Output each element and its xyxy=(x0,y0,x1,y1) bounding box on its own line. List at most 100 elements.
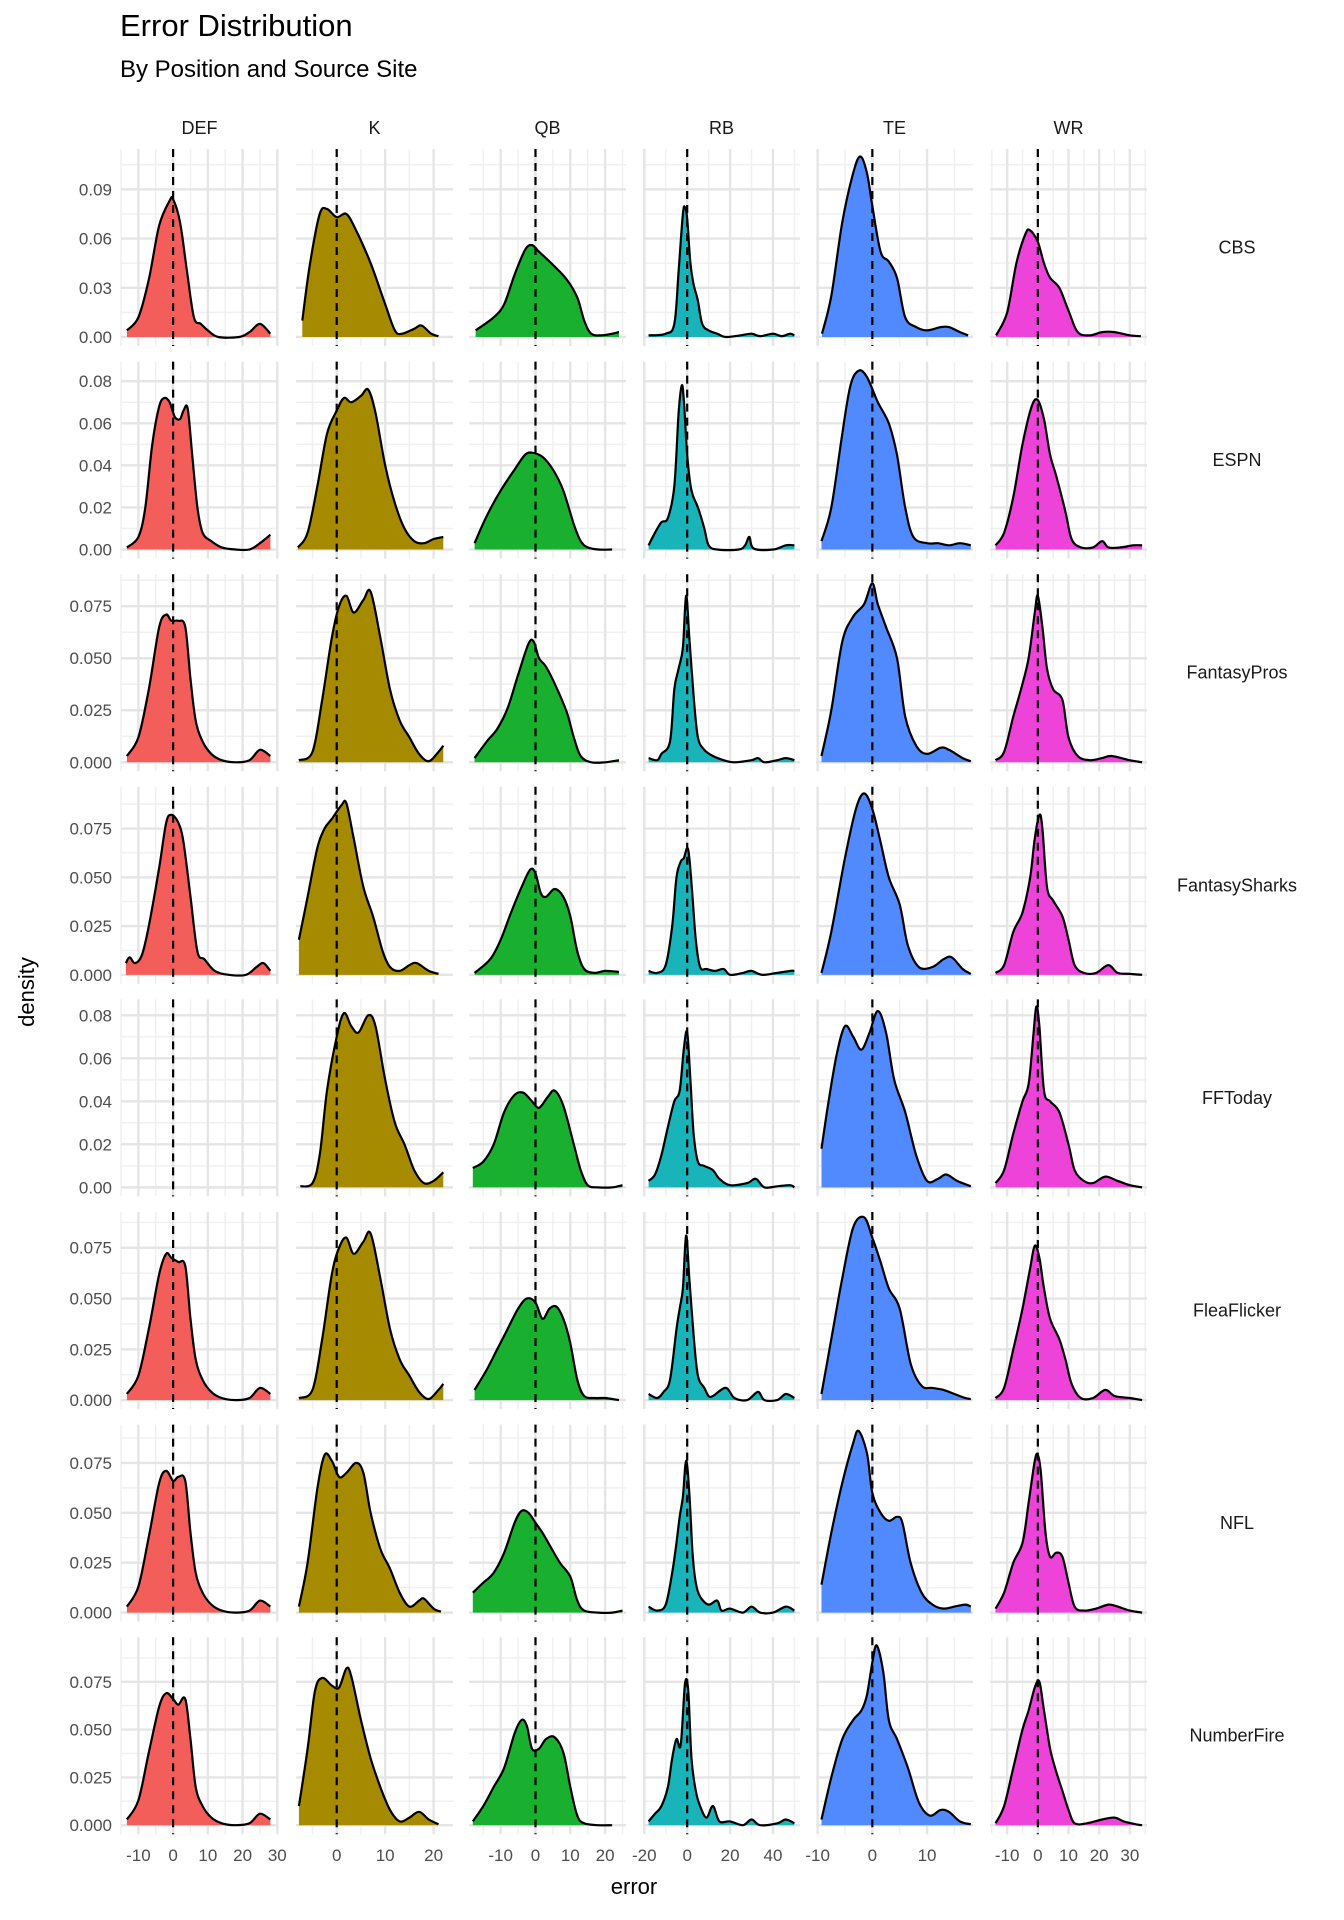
density-area xyxy=(648,1678,795,1826)
chart-title: Error Distribution xyxy=(120,8,353,43)
panel-nfl-k xyxy=(296,1424,453,1622)
density-line xyxy=(648,594,795,764)
density-line xyxy=(473,1297,620,1402)
y-tick-label: 0.02 xyxy=(79,1135,112,1154)
y-tick-label: 0.025 xyxy=(69,1768,112,1787)
density-area xyxy=(648,1460,795,1614)
density-line xyxy=(820,792,972,975)
panel-cbs-qb xyxy=(469,149,626,346)
density-line xyxy=(125,1469,272,1614)
panel-espn-wr xyxy=(990,361,1147,559)
panel-fantasypros-te xyxy=(816,574,973,772)
density-area xyxy=(995,1453,1143,1613)
y-tick-label: 0.075 xyxy=(69,597,112,616)
panel-numberfire-qb xyxy=(469,1637,626,1835)
density-line xyxy=(297,1666,439,1826)
density-area xyxy=(995,399,1143,550)
density-line xyxy=(994,594,1143,764)
facet-label-fantasysharks: FantasySharks xyxy=(1177,875,1297,895)
panel-fantasysharks-wr xyxy=(990,786,1147,984)
panel-fleaflicker-def xyxy=(120,1212,279,1409)
x-tick-label: 30 xyxy=(1120,1846,1139,1865)
density-area xyxy=(298,1453,441,1613)
facet-label-def: DEF xyxy=(182,118,218,138)
density-area xyxy=(475,245,619,337)
density-area xyxy=(472,1090,623,1188)
y-tick-label: 0.050 xyxy=(69,868,112,887)
density-area xyxy=(995,814,1143,975)
density-area xyxy=(821,1430,971,1613)
y-tick-label: 0.06 xyxy=(79,230,112,249)
panel-cbs-k xyxy=(296,149,453,346)
panel-numberfire-rb xyxy=(643,1637,800,1835)
facet-label-wr: WR xyxy=(1054,118,1084,138)
panel-cbs-te xyxy=(816,149,973,346)
density-line xyxy=(301,206,439,338)
density-area xyxy=(822,156,969,337)
y-tick-label: 0.04 xyxy=(79,1092,112,1111)
x-tick-label: -20 xyxy=(632,1846,657,1865)
panel-cbs-rb xyxy=(643,149,800,346)
y-tick-label: 0.09 xyxy=(79,180,112,199)
facet-label-nfl: NFL xyxy=(1220,1513,1254,1533)
y-tick-label: 0.050 xyxy=(69,1504,112,1523)
facet-label-espn: ESPN xyxy=(1212,450,1261,470)
y-tick-label: 0.025 xyxy=(69,1554,112,1573)
density-area xyxy=(821,370,971,550)
density-area xyxy=(298,1231,444,1401)
panel-fleaflicker-rb xyxy=(643,1212,800,1409)
panel-fftoday-qb xyxy=(469,999,626,1197)
x-tick-label: 10 xyxy=(198,1846,217,1865)
density-line xyxy=(297,387,444,549)
density-line xyxy=(471,1718,613,1827)
panel-espn-te xyxy=(816,361,973,559)
panel-fftoday-rb xyxy=(643,999,800,1197)
panel-fantasypros-qb xyxy=(469,574,626,772)
density-line xyxy=(298,1230,445,1401)
facet-label-rb: RB xyxy=(709,118,734,138)
panel-nfl-wr xyxy=(990,1424,1147,1622)
density-line xyxy=(820,155,969,337)
y-tick-label: 0.075 xyxy=(69,1673,112,1692)
y-tick-label: 0.08 xyxy=(79,1006,112,1025)
density-area xyxy=(648,595,795,763)
density-line xyxy=(820,1215,971,1401)
density-area xyxy=(298,589,444,763)
density-line xyxy=(820,582,972,763)
facet-label-k: K xyxy=(368,118,380,138)
y-tick-label: 0.00 xyxy=(79,541,112,560)
density-line xyxy=(126,396,272,552)
density-area xyxy=(648,848,795,975)
facet-label-numberfire: NumberFire xyxy=(1189,1726,1284,1746)
density-line xyxy=(647,1677,795,1827)
density-line xyxy=(472,1089,623,1189)
panel-cbs-wr xyxy=(990,149,1147,346)
x-tick-label: 40 xyxy=(764,1846,783,1865)
x-tick-label: 10 xyxy=(1059,1846,1078,1865)
density-line xyxy=(820,1644,972,1826)
panel-numberfire-wr xyxy=(990,1637,1147,1835)
x-tick-label: 0 xyxy=(332,1846,341,1865)
density-line xyxy=(820,1429,972,1610)
panel-fftoday-k xyxy=(296,999,453,1197)
panel-fantasysharks-qb xyxy=(469,786,626,984)
density-area xyxy=(996,229,1141,337)
density-line xyxy=(647,384,795,552)
facet-label-cbs: CBS xyxy=(1218,238,1255,258)
density-area xyxy=(821,583,971,763)
panel-espn-k xyxy=(296,361,453,559)
y-tick-label: 0.04 xyxy=(79,456,112,475)
facet-label-fleaflicker: FleaFlicker xyxy=(1193,1301,1281,1321)
panel-fantasypros-wr xyxy=(990,574,1147,772)
density-line xyxy=(297,799,439,975)
x-tick-label: 0 xyxy=(682,1846,691,1865)
density-line xyxy=(297,1452,442,1613)
x-tick-label: -10 xyxy=(488,1846,513,1865)
x-tick-label: 20 xyxy=(424,1846,443,1865)
density-area xyxy=(474,868,619,975)
density-area xyxy=(126,1253,271,1401)
facet-label-qb: QB xyxy=(534,118,560,138)
y-tick-label: 0.02 xyxy=(79,498,112,517)
density-line xyxy=(994,1679,1143,1827)
